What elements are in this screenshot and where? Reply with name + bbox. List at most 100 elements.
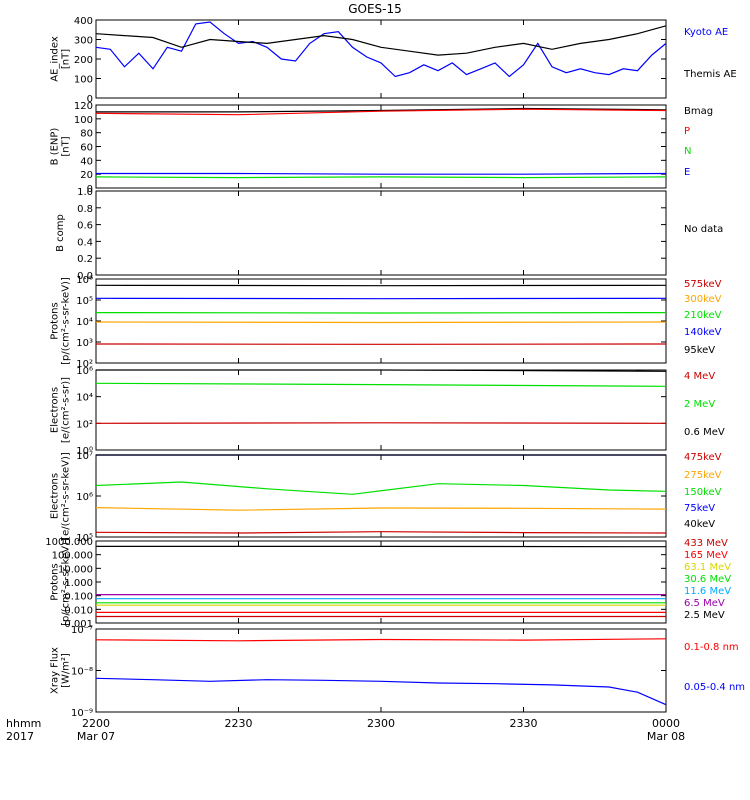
ytick-label-ae: 100 bbox=[74, 75, 93, 86]
legend-label-protons_high: 30.6 MeV bbox=[684, 574, 731, 585]
series-line-electrons_low-2 bbox=[95, 481, 667, 495]
ytick-label-protons_high: 0.100 bbox=[64, 592, 93, 603]
ytick-label-bfield: 20 bbox=[80, 170, 93, 181]
ylabel-ae: AE_index bbox=[50, 36, 61, 82]
ytick-label-bcomp: 0.6 bbox=[77, 221, 93, 232]
ytick-label-ae: 400 bbox=[74, 16, 93, 27]
panel-frame-protons_high bbox=[95, 540, 667, 624]
legend-label-xray: 0.05-0.4 nm bbox=[684, 682, 745, 693]
ylabel-electrons_high: Electrons bbox=[50, 387, 61, 433]
time-tick-label: 2300 bbox=[367, 717, 395, 730]
ytick-label-electrons_low: 10⁵ bbox=[76, 533, 93, 544]
ytick-label-ae: 200 bbox=[74, 55, 93, 66]
time-row-label: hhmm bbox=[6, 717, 41, 730]
ylabel-protons_low: [p/(cm²-s-sr-keV)] bbox=[61, 277, 72, 365]
ytick-label-bfield: 40 bbox=[80, 156, 93, 167]
series-line-electrons_high-1 bbox=[95, 382, 667, 387]
ytick-label-bcomp: 1.0 bbox=[77, 187, 93, 198]
panel-frame-electrons_high bbox=[95, 369, 667, 451]
ytick-label-bcomp: 0.0 bbox=[77, 271, 93, 282]
legend-label-protons_low: 95keV bbox=[684, 345, 715, 356]
panel-frame-protons_low bbox=[95, 278, 667, 364]
ytick-label-electrons_high: 10⁴ bbox=[76, 393, 93, 404]
legend-label-bfield: P bbox=[684, 126, 690, 137]
ytick-label-protons_high: 0.010 bbox=[64, 605, 93, 616]
panel-frame-bfield bbox=[95, 104, 667, 189]
series-line-electrons_low-0 bbox=[95, 531, 667, 534]
ytick-label-protons_low: 10⁶ bbox=[76, 275, 93, 286]
ytick-label-electrons_low: 10⁷ bbox=[76, 451, 93, 462]
time-tick-label: 2330 bbox=[510, 717, 538, 730]
ytick-label-protons_low: 10⁵ bbox=[76, 296, 93, 307]
panel-frame-electrons_low bbox=[95, 454, 667, 538]
ytick-label-protons_high: 0.001 bbox=[64, 619, 93, 630]
series-line-bfield-0 bbox=[96, 107, 667, 113]
legend-label-electrons_low: 75keV bbox=[684, 503, 715, 514]
time-tick-label: 2230 bbox=[225, 717, 253, 730]
legend-label-protons_low: 210keV bbox=[684, 310, 722, 321]
ytick-label-xray: 10⁻⁷ bbox=[71, 625, 93, 636]
legend-label-protons_high: 433 MeV bbox=[684, 538, 728, 549]
legend-label-electrons_low: 475keV bbox=[684, 452, 722, 463]
ylabel-bcomp: B comp bbox=[55, 214, 66, 252]
ytick-label-electrons_low: 10⁶ bbox=[76, 492, 93, 503]
legend-label-protons_high: 2.5 MeV bbox=[684, 610, 725, 621]
ytick-label-protons_high: 1000.000 bbox=[45, 537, 93, 548]
ytick-label-ae: 0 bbox=[87, 94, 93, 105]
time-tick-label: 0000 bbox=[652, 717, 680, 730]
year-label: 2017 bbox=[6, 730, 34, 743]
ylabel-bfield: B (ENP) bbox=[50, 128, 61, 166]
panel-frame-ae bbox=[95, 19, 667, 99]
series-line-protons_low-1 bbox=[95, 321, 667, 324]
series-line-bfield-1 bbox=[95, 108, 667, 116]
series-line-electrons_high-0 bbox=[95, 422, 667, 424]
ylabel-electrons_low: Electrons bbox=[50, 473, 61, 519]
series-line-bfield-2 bbox=[95, 176, 667, 179]
legend-label-protons_high: 165 MeV bbox=[684, 550, 728, 561]
ytick-label-protons_low: 10² bbox=[76, 359, 93, 370]
legend-label-ae: Themis AE bbox=[683, 69, 737, 80]
ytick-label-protons_low: 10³ bbox=[76, 338, 93, 349]
time-tick-label: 2200 bbox=[82, 717, 110, 730]
ylabel-bfield: [nT] bbox=[61, 136, 72, 156]
legend-label-electrons_high: 0.6 MeV bbox=[684, 427, 725, 438]
ylabel-electrons_low: [e/(cm²-s-sr-keV)] bbox=[61, 452, 72, 540]
series-line-electrons_low-1 bbox=[95, 507, 667, 511]
ytick-label-bfield: 80 bbox=[80, 129, 93, 140]
date-label: Mar 08 bbox=[647, 730, 685, 743]
ytick-label-electrons_high: 10⁶ bbox=[76, 366, 93, 377]
series-line-ae-0 bbox=[95, 21, 667, 78]
date-label: Mar 07 bbox=[77, 730, 115, 743]
legend-label-ae: Kyoto AE bbox=[684, 27, 728, 38]
ytick-label-xray: 10⁻⁸ bbox=[71, 667, 93, 678]
ytick-label-protons_high: 100.000 bbox=[52, 551, 93, 562]
legend-label-electrons_high: 2 MeV bbox=[684, 399, 715, 410]
panel-frame-bcomp bbox=[95, 190, 667, 276]
legend-label-bfield: N bbox=[684, 146, 691, 157]
legend-label-bfield: Bmag bbox=[684, 106, 713, 117]
ytick-label-protons_high: 10.000 bbox=[58, 564, 93, 575]
ytick-label-protons_low: 10⁴ bbox=[76, 317, 93, 328]
no-data-note: No data bbox=[684, 224, 723, 235]
ylabel-electrons_high: [e/(cm²-s-sr)] bbox=[61, 377, 72, 443]
ytick-label-ae: 300 bbox=[74, 36, 93, 47]
series-line-electrons_high-2 bbox=[96, 369, 667, 372]
legend-label-protons_high: 11.6 MeV bbox=[684, 586, 731, 597]
ytick-label-bfield: 100 bbox=[74, 115, 93, 126]
figure-title: GOES-15 bbox=[348, 2, 402, 16]
ytick-label-electrons_high: 10² bbox=[76, 419, 93, 430]
ytick-label-protons_high: 1.000 bbox=[64, 578, 93, 589]
legend-label-electrons_low: 275keV bbox=[684, 470, 722, 481]
series-line-xray-1 bbox=[95, 677, 667, 706]
ylabel-protons_low: Protons bbox=[50, 302, 61, 339]
legend-label-protons_high: 6.5 MeV bbox=[684, 598, 725, 609]
ylabel-protons_high: Protons bbox=[50, 563, 61, 600]
legend-label-electrons_low: 150keV bbox=[684, 487, 722, 498]
series-line-ae-1 bbox=[95, 25, 667, 56]
ytick-label-bcomp: 0.8 bbox=[77, 204, 93, 215]
ytick-label-bfield: 0 bbox=[87, 184, 93, 195]
legend-label-electrons_low: 40keV bbox=[684, 519, 715, 530]
legend-label-protons_low: 140keV bbox=[684, 327, 722, 338]
